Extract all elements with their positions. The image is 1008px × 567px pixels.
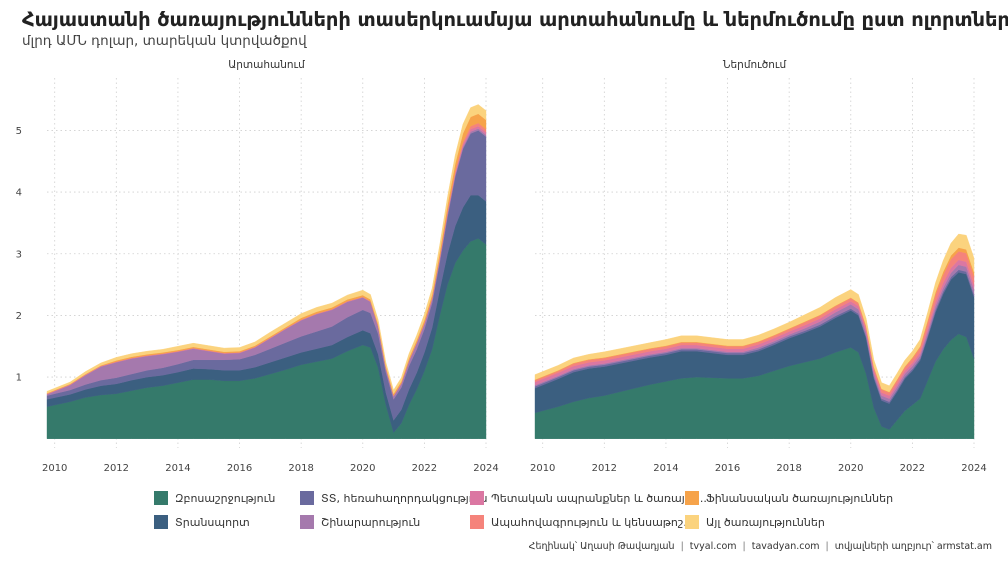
caption-source: տվյալների աղբյուր՝ armstat.am	[834, 541, 992, 552]
y-tick-label: 5	[16, 126, 22, 137]
x-tick-label: 2012	[104, 463, 129, 474]
legend-item-it: ՏՏ, հեռահաղորդակցություն	[300, 491, 487, 505]
x-tick-label: 2010	[530, 463, 555, 474]
caption-separator: |	[825, 541, 829, 552]
legend-swatch	[154, 491, 168, 505]
legend-label: Ապահովագրություն և կենսաթոշ...	[491, 515, 694, 529]
legend-swatch	[300, 491, 314, 505]
panel-title: Ներմուծում	[723, 59, 787, 71]
chart-title: Հայաստանի ծառայությունների տասերկուամսյա…	[22, 8, 1008, 31]
x-tick-label: 2014	[165, 463, 190, 474]
caption-author: Հեղինակ՝ Աղասի Թավադյան	[528, 541, 675, 552]
panel-import: 2010 2012 2014 2016 2018 2020 2022 2024 Ներմուծո…	[530, 59, 987, 474]
legend-item-transport: Տրանսպորտ	[154, 515, 250, 529]
x-tick-label: 2024	[473, 463, 498, 474]
caption-link-tavadyan[interactable]: tavadyan.com	[751, 541, 820, 552]
legend-swatch	[470, 491, 484, 505]
panel-title: Արտահանում	[228, 59, 305, 71]
legend-item-construction: Շինարարություն	[300, 515, 420, 529]
x-tick-label: 2018	[776, 463, 801, 474]
legend-swatch	[685, 491, 699, 505]
caption-separator: |	[680, 541, 684, 552]
legend-swatch	[300, 515, 314, 529]
y-tick-label: 4	[16, 188, 22, 199]
y-tick-label: 3	[16, 249, 22, 260]
x-tick-label: 2022	[412, 463, 437, 474]
legend-label: Տրանսպորտ	[175, 515, 250, 529]
area-series-7	[534, 233, 975, 393]
legend-swatch	[685, 515, 699, 529]
x-tick-label: 2014	[653, 463, 678, 474]
legend-swatch	[154, 515, 168, 529]
x-tick-label: 2018	[288, 463, 313, 474]
legend-item-other: Այլ ծառայություններ	[685, 515, 825, 529]
legend-item-financial: Ֆինանսական ծառայություններ	[685, 491, 893, 505]
caption-link-tvyal[interactable]: tvyal.com	[689, 541, 737, 552]
legend-label: Պետական ապրանքներ և ծառայու...	[491, 491, 707, 505]
x-tick-label: 2016	[227, 463, 252, 474]
legend-label: Զբոսաշրջություն	[175, 491, 276, 505]
x-tick-label: 2010	[42, 463, 67, 474]
x-tick-label: 2016	[715, 463, 740, 474]
chart-subtitle: մլրդ ԱՄՆ դոլար, տարեկան կտրվածքով	[22, 33, 307, 49]
x-tick-label: 2020	[838, 463, 863, 474]
caption-separator: |	[742, 541, 746, 552]
legend-swatch	[470, 515, 484, 529]
panel-export: 2010 2012 2014 2016 2018 2020 2022 2024 Արտահանո…	[16, 59, 499, 474]
y-tick-label: 2	[16, 311, 22, 322]
legend-label: Այլ ծառայություններ	[706, 515, 825, 529]
legend-item-insurance: Ապահովագրություն և կենսաթոշ...	[470, 515, 694, 529]
caption: Հեղինակ՝ Աղասի Թավադյան | tvyal.com | tavady…	[529, 541, 992, 552]
x-tick-label: 2024	[961, 463, 986, 474]
area-series-7	[46, 104, 487, 395]
x-tick-label: 2022	[900, 463, 925, 474]
legend-item-tourism: Զբոսաշրջություն	[154, 491, 275, 505]
legend-label: Ֆինանսական ծառայություններ	[706, 491, 894, 505]
y-tick-label: 1	[16, 373, 22, 384]
legend-label: ՏՏ, հեռահաղորդակցություն	[321, 491, 488, 505]
x-tick-label: 2012	[592, 463, 617, 474]
legend-item-government: Պետական ապրանքներ և ծառայու...	[470, 491, 707, 505]
legend-label: Շինարարություն	[321, 515, 421, 529]
x-tick-label: 2020	[350, 463, 375, 474]
